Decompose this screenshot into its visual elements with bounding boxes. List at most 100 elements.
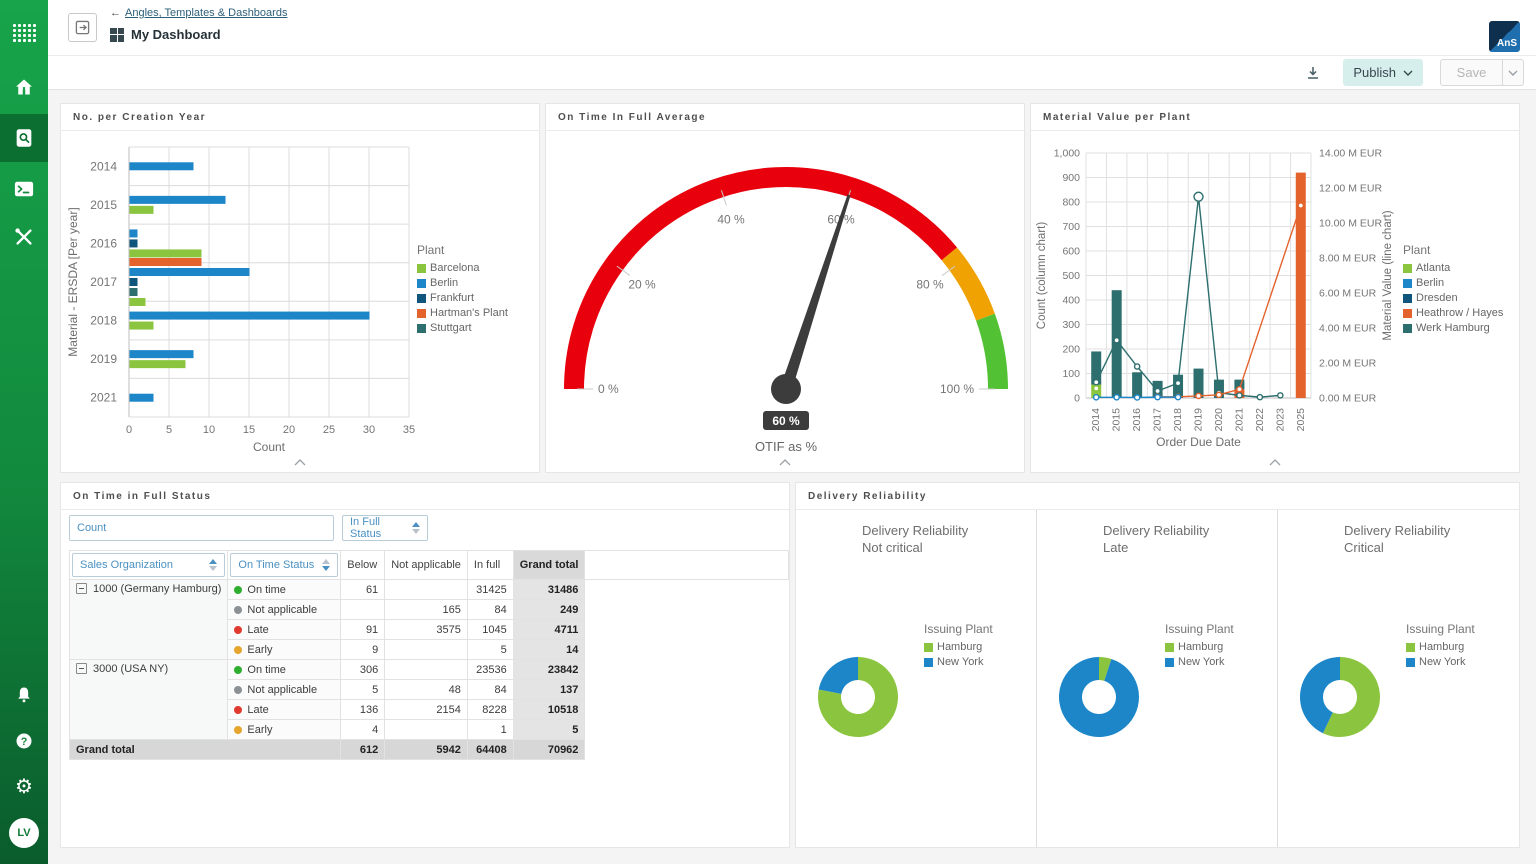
sort-arrows[interactable] bbox=[209, 559, 218, 571]
sidebar-item-angles-active[interactable] bbox=[0, 114, 48, 162]
bar-segment[interactable] bbox=[129, 239, 138, 248]
line-marker[interactable] bbox=[1174, 379, 1182, 387]
collapse-panel-button[interactable] bbox=[68, 13, 97, 42]
legend-item[interactable]: New York bbox=[1165, 655, 1234, 670]
breadcrumb-link[interactable]: Angles, Templates & Dashboards bbox=[125, 7, 288, 19]
publish-button[interactable]: Publish bbox=[1343, 59, 1423, 86]
sidebar-item-help[interactable]: ? bbox=[0, 718, 48, 764]
column-segment[interactable] bbox=[1193, 368, 1204, 398]
donut-slice[interactable] bbox=[1300, 657, 1340, 734]
collapse-group-icon[interactable] bbox=[76, 663, 87, 674]
donut-slice[interactable] bbox=[1059, 657, 1139, 737]
bar-segment[interactable] bbox=[129, 205, 154, 214]
bar-segment[interactable] bbox=[129, 278, 138, 286]
line-marker[interactable] bbox=[1256, 393, 1264, 401]
line-marker[interactable] bbox=[1092, 378, 1100, 386]
value-column-header[interactable]: Not applicable bbox=[384, 550, 468, 580]
line-marker[interactable] bbox=[1193, 191, 1204, 202]
line-marker[interactable] bbox=[1195, 392, 1202, 400]
save-button[interactable]: Save bbox=[1440, 59, 1502, 86]
column-segment[interactable] bbox=[1295, 172, 1306, 398]
user-menu[interactable]: LV bbox=[0, 810, 48, 856]
table-row[interactable]: Early 4 1 5 bbox=[70, 719, 789, 740]
bar-segment[interactable] bbox=[129, 321, 154, 330]
legend-item[interactable]: Dresden bbox=[1403, 291, 1503, 306]
line-marker[interactable] bbox=[1154, 387, 1161, 395]
back-arrow-icon[interactable]: ← bbox=[110, 7, 121, 19]
legend-item[interactable]: Hartman's Plant bbox=[417, 306, 508, 321]
legend-item[interactable]: Berlin bbox=[1403, 276, 1503, 291]
sidebar-item-tools[interactable] bbox=[0, 214, 48, 260]
line-marker[interactable] bbox=[1277, 392, 1284, 399]
legend-item[interactable]: Barcelona bbox=[417, 261, 508, 276]
line-marker[interactable] bbox=[1133, 363, 1141, 370]
sidebar-item-home[interactable] bbox=[0, 64, 48, 110]
legend-item[interactable]: Hamburg bbox=[1165, 640, 1234, 655]
sort-arrows[interactable] bbox=[322, 559, 331, 571]
bar-segment[interactable] bbox=[129, 258, 202, 266]
legend-item[interactable]: Frankfurt bbox=[417, 291, 508, 306]
column-segment[interactable] bbox=[1234, 379, 1245, 390]
line-marker[interactable] bbox=[1236, 392, 1243, 399]
download-button[interactable] bbox=[1305, 65, 1321, 81]
column-segment[interactable] bbox=[1111, 290, 1122, 398]
bar-segment[interactable] bbox=[129, 229, 138, 238]
collapse-chevron[interactable] bbox=[1269, 453, 1281, 471]
sidebar-item-settings[interactable]: ⚙ bbox=[0, 764, 48, 810]
line-marker[interactable] bbox=[1215, 391, 1223, 399]
sidebar-item-notifications[interactable] bbox=[0, 672, 48, 718]
bar-segment[interactable] bbox=[129, 360, 186, 369]
table-row[interactable]: 3000 (USA NY) On time 306 23536 23842 bbox=[68, 659, 789, 740]
legend-item[interactable]: Hamburg bbox=[924, 640, 993, 655]
line-marker[interactable] bbox=[1133, 394, 1141, 401]
value-column-header[interactable]: In full bbox=[466, 550, 514, 580]
legend-item[interactable]: New York bbox=[924, 655, 993, 670]
bar-segment[interactable] bbox=[129, 311, 370, 320]
legend-item[interactable]: New York bbox=[1406, 655, 1475, 670]
sidebar-item-console[interactable] bbox=[0, 166, 48, 212]
donut-slice[interactable] bbox=[1099, 657, 1112, 681]
column-segment[interactable] bbox=[1091, 351, 1102, 385]
collapse-chevron[interactable] bbox=[294, 453, 306, 471]
collapse-group-icon[interactable] bbox=[76, 583, 87, 594]
row-field-chip[interactable]: On Time Status bbox=[230, 553, 339, 577]
legend-item[interactable]: Werk Hamburg bbox=[1403, 321, 1503, 336]
apps-menu-icon[interactable] bbox=[0, 10, 48, 56]
line-marker[interactable] bbox=[1113, 336, 1120, 344]
donut-slice[interactable] bbox=[818, 657, 858, 694]
value-column-header[interactable]: Grand total bbox=[512, 550, 586, 580]
line-marker[interactable] bbox=[1092, 385, 1100, 392]
legend-item[interactable]: Hamburg bbox=[1406, 640, 1475, 655]
bar-segment[interactable] bbox=[129, 350, 194, 359]
value-column-header[interactable]: Below bbox=[340, 550, 386, 580]
status-cell: On time bbox=[227, 659, 342, 680]
line-marker[interactable] bbox=[1154, 393, 1161, 401]
sort-arrows[interactable] bbox=[412, 522, 420, 534]
column-field-chip[interactable]: In Full Status bbox=[342, 515, 428, 541]
line-marker[interactable] bbox=[1174, 393, 1182, 401]
bar-segment[interactable] bbox=[129, 162, 194, 171]
save-dropdown-button[interactable] bbox=[1502, 59, 1524, 86]
bar-segment[interactable] bbox=[129, 195, 226, 204]
legend-item[interactable]: Berlin bbox=[417, 276, 508, 291]
line-marker[interactable] bbox=[1297, 202, 1305, 209]
bar-segment[interactable] bbox=[129, 288, 138, 296]
legend-item[interactable]: Stuttgart bbox=[417, 321, 508, 336]
line-marker[interactable] bbox=[1236, 385, 1243, 393]
collapse-chevron[interactable] bbox=[779, 453, 791, 471]
measure-field-chip[interactable]: Count bbox=[69, 515, 334, 541]
line-marker[interactable] bbox=[1092, 393, 1100, 401]
table-row[interactable]: Not applicable 5 48 84 137 bbox=[70, 679, 789, 700]
bar-segment[interactable] bbox=[129, 249, 202, 258]
bar-segment[interactable] bbox=[129, 268, 250, 276]
bar-segment[interactable] bbox=[129, 393, 154, 402]
legend-item[interactable]: Heathrow / Hayes bbox=[1403, 306, 1503, 321]
row-field-chip[interactable]: Sales Organization bbox=[72, 553, 226, 577]
donut-slice[interactable] bbox=[1322, 657, 1380, 737]
bar-segment[interactable] bbox=[129, 298, 146, 306]
line-marker[interactable] bbox=[1113, 393, 1120, 401]
legend-item[interactable]: Atlanta bbox=[1403, 261, 1503, 276]
table-row[interactable]: 1000 (Germany Hamburg) On time 61 31425 3148… bbox=[68, 579, 789, 660]
column-segment[interactable] bbox=[1132, 372, 1143, 398]
donut-slice[interactable] bbox=[818, 657, 898, 737]
